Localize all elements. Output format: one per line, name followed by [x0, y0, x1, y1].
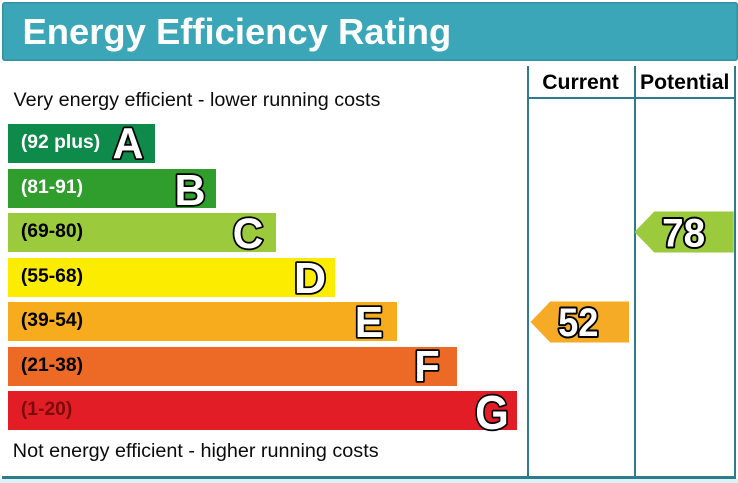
svg-text:D: D [294, 254, 326, 303]
svg-text:52: 52 [558, 301, 598, 345]
svg-text:F: F [414, 343, 439, 391]
svg-text:A: A [113, 120, 144, 168]
svg-text:C: C [233, 210, 264, 258]
svg-text:G: G [475, 386, 509, 440]
svg-text:B: B [174, 167, 205, 215]
svg-text:78: 78 [662, 212, 705, 256]
svg-text:E: E [355, 299, 383, 347]
